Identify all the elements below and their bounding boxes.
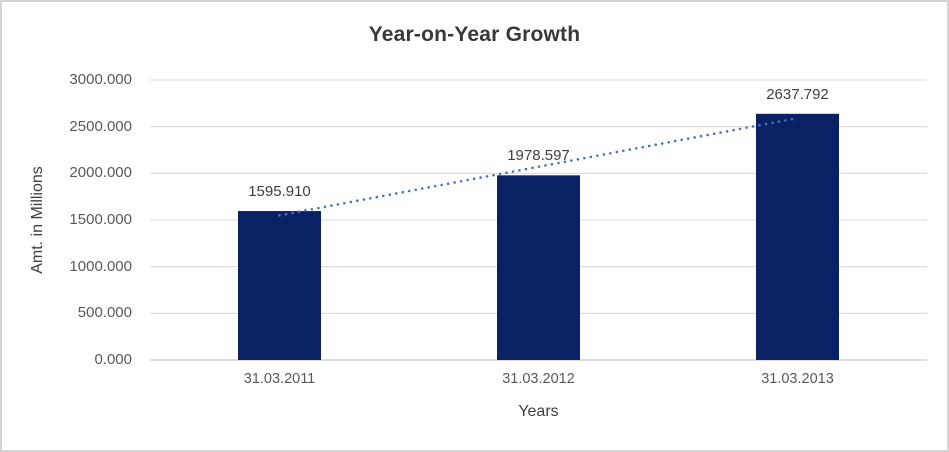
- bar-data-label: 2637.792: [766, 85, 829, 103]
- chart-title: Year-on-Year Growth: [368, 23, 581, 46]
- y-tick-label: 1000.000: [69, 257, 132, 275]
- trendline: [278, 116, 799, 217]
- x-category-label: 31.03.2013: [761, 371, 834, 387]
- y-tick-label: 2500.000: [69, 117, 132, 135]
- y-tick-label: 2000.000: [69, 164, 132, 182]
- bar-31.03.2011: [238, 211, 321, 360]
- bar-data-label: 1978.597: [507, 147, 570, 165]
- y-tick-label: 0.000: [94, 351, 132, 368]
- bar-data-label: 1595.910: [248, 183, 311, 201]
- bar-31.03.2012: [497, 175, 580, 360]
- bar-31.03.2013: [756, 113, 839, 360]
- y-tick-label: 1500.000: [69, 211, 132, 228]
- y-tick-label: 500.000: [77, 304, 132, 322]
- y-tick-label: 3000.000: [69, 71, 132, 88]
- x-category-label: 31.03.2011: [243, 371, 316, 387]
- x-category-label: 31.03.2012: [502, 371, 575, 387]
- x-axis-title: Years: [518, 403, 559, 420]
